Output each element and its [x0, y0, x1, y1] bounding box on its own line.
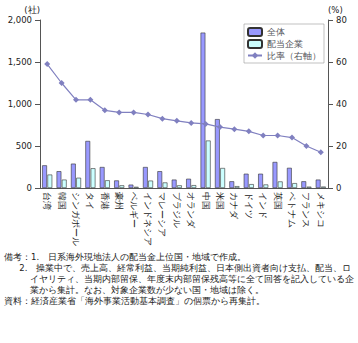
svg-text:60: 60	[336, 57, 347, 67]
svg-text:0: 0	[27, 183, 32, 193]
svg-text:配当企業: 配当企業	[267, 39, 303, 49]
svg-text:豪州: 豪州	[114, 192, 124, 210]
html-text:2. 操業中で、売上高、経常利益、当期純利益、日本側出資者向: 2. 操業中で、売上高、経常利益、当期純利益、日本側出資者向け支払、配当、ロイヤ…	[19, 263, 354, 295]
svg-text:タイ: タイ	[85, 192, 95, 210]
svg-text:マレーシア: マレーシア	[157, 192, 167, 237]
svg-text:(社): (社)	[24, 5, 40, 15]
svg-text:インド: インド	[258, 192, 268, 219]
svg-text:メキシコ: メキシコ	[316, 192, 326, 228]
svg-text:香港: 香港	[100, 192, 110, 210]
svg-text:40: 40	[336, 99, 347, 109]
svg-text:(%): (%)	[328, 5, 343, 15]
svg-text:2,000: 2,000	[8, 15, 32, 25]
svg-text:フランス: フランス	[301, 192, 311, 228]
svg-text:韓国: 韓国	[57, 192, 67, 210]
svg-text:中国: 中国	[201, 192, 211, 210]
svg-text:80: 80	[336, 15, 347, 25]
svg-text:ベルギー: ベルギー	[129, 192, 139, 228]
svg-text:比率（右軸）: 比率（右軸）	[267, 51, 321, 61]
svg-text:20: 20	[336, 141, 347, 151]
svg-text:1,500: 1,500	[8, 57, 32, 67]
svg-text:米国: 米国	[215, 192, 225, 210]
svg-text:0: 0	[336, 183, 341, 193]
svg-text:シンガポール: シンガポール	[71, 192, 81, 246]
html-text:備考：1. 日系海外現地法人の配当金上位国・地域で作成。: 備考：1. 日系海外現地法人の配当金上位国・地域で作成。	[4, 252, 247, 262]
svg-text:オランダ: オランダ	[186, 192, 196, 229]
svg-text:ベトナム: ベトナム	[287, 192, 297, 228]
svg-text:ブラジル: ブラジル	[172, 192, 182, 228]
html-text:資料：経済産業省「海外事業活動基本調査」の個票から再集計。: 資料：経済産業省「海外事業活動基本調査」の個票から再集計。	[4, 296, 265, 306]
svg-text:500: 500	[16, 141, 32, 151]
svg-text:1,000: 1,000	[8, 99, 32, 109]
svg-text:英国: 英国	[273, 192, 283, 210]
svg-text:台湾: 台湾	[42, 192, 52, 210]
svg-text:全体: 全体	[267, 27, 285, 37]
svg-text:ドイツ: ドイツ	[244, 192, 254, 219]
svg-text:カナダ: カナダ	[229, 192, 239, 220]
svg-text:インドネシア: インドネシア	[143, 192, 153, 246]
